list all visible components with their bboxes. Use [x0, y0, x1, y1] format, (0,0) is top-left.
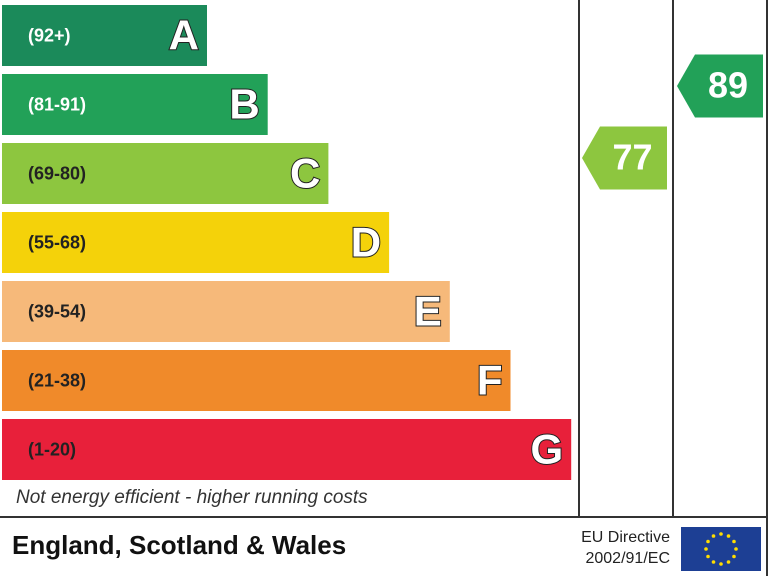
- band-range: (69-80): [28, 163, 86, 183]
- flag-star: [719, 562, 723, 566]
- rating-value: 89: [708, 65, 748, 106]
- flag-star: [704, 547, 708, 551]
- flag-star: [732, 554, 736, 559]
- band-letter: F: [477, 357, 503, 404]
- rating-arrow: [582, 126, 667, 190]
- flag-star: [719, 532, 723, 536]
- flag-star: [726, 534, 731, 538]
- band-bar: [2, 281, 450, 342]
- band-letter: D: [351, 219, 381, 266]
- flag-star: [732, 539, 736, 544]
- footnote: Not energy efficient - higher running co…: [16, 487, 368, 508]
- band-letter: C: [290, 150, 320, 197]
- band-range: (92+): [28, 25, 71, 45]
- flag-star: [711, 560, 716, 564]
- flag-star: [711, 534, 716, 538]
- band-range: (21-38): [28, 370, 86, 390]
- directive-line: 2002/91/EC: [585, 550, 670, 567]
- band-letter: E: [414, 288, 442, 335]
- band-letter: A: [169, 12, 199, 59]
- band-range: (55-68): [28, 232, 86, 252]
- band-bar: [2, 74, 268, 135]
- band-bar: [2, 143, 329, 204]
- band-range: (81-91): [28, 94, 86, 114]
- flag-star: [706, 539, 710, 544]
- flag-star: [706, 554, 710, 559]
- band-range: (1-20): [28, 439, 76, 459]
- region: England, Scotland & Wales: [12, 530, 346, 560]
- flag-star: [726, 560, 731, 564]
- band-letter: B: [229, 81, 259, 128]
- band-bar: [2, 350, 511, 411]
- rating-arrow: [677, 54, 763, 118]
- band-bar: [2, 5, 207, 66]
- band-bar: [2, 419, 572, 480]
- band-bar: [2, 212, 390, 273]
- rating-value: 77: [612, 137, 652, 178]
- band-letter: G: [531, 426, 564, 473]
- eu-flag: [681, 527, 761, 571]
- band-range: (39-54): [28, 301, 86, 321]
- directive-line: EU Directive: [581, 529, 670, 546]
- flag-star: [734, 547, 738, 551]
